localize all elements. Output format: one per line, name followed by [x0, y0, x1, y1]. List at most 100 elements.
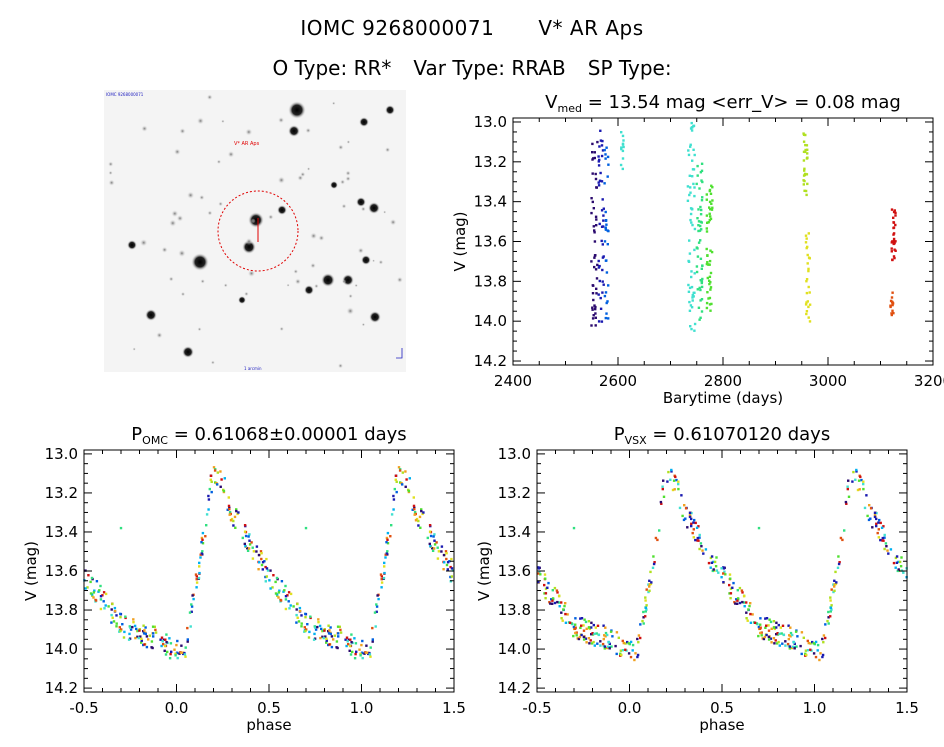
star	[179, 127, 186, 135]
data-point	[691, 531, 694, 535]
data-point	[546, 586, 549, 589]
star	[361, 322, 366, 327]
data-point	[349, 653, 353, 656]
data-point	[596, 140, 599, 144]
data-point	[602, 624, 605, 627]
data-point	[841, 538, 844, 542]
data-point	[590, 626, 593, 629]
data-point	[119, 616, 122, 619]
data-point	[710, 561, 714, 564]
data-point	[235, 509, 238, 513]
data-point	[880, 526, 884, 529]
data-point	[701, 180, 704, 184]
data-point	[891, 303, 894, 307]
data-point	[666, 480, 669, 483]
data-point	[687, 283, 690, 287]
data-point	[794, 630, 798, 633]
data-point	[834, 570, 837, 574]
phase_omc-x-ticks: -0.5 0.0 0.5 1.0 1.5	[69, 450, 466, 717]
data-point	[593, 304, 596, 307]
data-point	[213, 469, 217, 472]
data-point	[693, 272, 696, 275]
data-point	[661, 485, 664, 488]
data-point	[397, 466, 401, 469]
star	[247, 269, 256, 278]
data-point	[805, 312, 808, 316]
data-point	[856, 488, 860, 492]
data-point	[808, 291, 811, 294]
data-point	[705, 262, 709, 266]
x-tick-label: 1.5	[895, 699, 919, 717]
data-point	[891, 309, 894, 312]
data-point	[236, 512, 239, 516]
data-point	[446, 568, 449, 571]
data-point	[854, 478, 857, 481]
data-point	[443, 561, 446, 564]
data-point	[792, 641, 796, 644]
data-point	[604, 631, 608, 635]
star	[199, 194, 205, 201]
data-point	[422, 511, 425, 514]
data-point	[760, 634, 763, 637]
data-point	[631, 643, 635, 647]
data-point	[894, 211, 897, 215]
data-point	[597, 184, 601, 187]
data-point	[604, 226, 607, 229]
data-point	[673, 488, 676, 491]
star	[196, 117, 205, 125]
data-point	[127, 638, 131, 641]
data-point	[711, 199, 714, 202]
data-point	[757, 634, 760, 638]
data-point	[200, 541, 203, 544]
data-point	[227, 496, 230, 499]
data-point	[607, 641, 611, 644]
data-point	[595, 287, 598, 290]
data-point	[805, 653, 808, 657]
data-point	[695, 182, 698, 186]
data-point	[889, 548, 893, 551]
data-point	[845, 502, 848, 505]
data-point	[760, 631, 763, 634]
data-point	[604, 210, 607, 214]
data-point	[264, 575, 267, 579]
data-point	[693, 518, 696, 522]
data-point	[709, 192, 713, 195]
data-point	[805, 144, 809, 147]
data-point	[257, 568, 260, 571]
data-point	[324, 635, 327, 638]
data-point	[111, 616, 114, 619]
data-point	[712, 568, 715, 571]
data-point	[660, 502, 663, 505]
data-point	[892, 237, 896, 241]
data-point	[113, 606, 117, 610]
data-point	[804, 649, 808, 652]
data-point	[807, 256, 811, 259]
data-point	[345, 644, 348, 648]
data-point	[104, 592, 108, 596]
data-point	[693, 329, 696, 332]
data-point	[603, 645, 607, 648]
data-point	[195, 586, 198, 589]
data-point	[589, 639, 592, 642]
star	[242, 240, 256, 254]
star	[346, 307, 355, 315]
star	[314, 283, 319, 289]
data-point	[734, 602, 737, 605]
data-point	[566, 613, 569, 616]
data-point	[102, 591, 106, 594]
data-point	[321, 635, 324, 638]
data-point	[373, 611, 377, 614]
y-tick-label: 13.2	[474, 153, 507, 171]
star	[360, 206, 366, 212]
data-point	[421, 512, 424, 516]
data-point	[606, 300, 609, 303]
data-point	[681, 514, 684, 518]
data-point	[228, 508, 231, 511]
data-point	[599, 171, 602, 175]
data-point	[260, 557, 263, 561]
data-point	[829, 606, 833, 609]
data-point	[201, 550, 204, 553]
data-point	[104, 604, 107, 607]
data-point	[857, 479, 861, 482]
data-point	[700, 208, 703, 212]
